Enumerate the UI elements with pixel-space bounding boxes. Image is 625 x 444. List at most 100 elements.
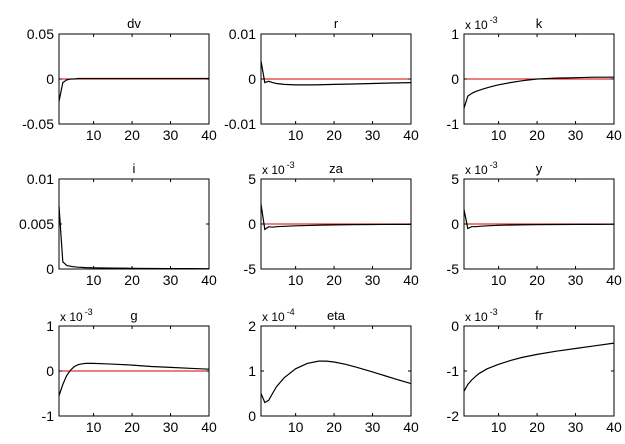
response-line — [260, 360, 412, 404]
x-tick-label: 30 — [365, 127, 381, 143]
subplot-g: g x 10 -3 10 20 30 40 -1 0 1 — [42, 307, 217, 435]
response-line — [58, 205, 210, 270]
y-tick-label: -1 — [447, 363, 460, 379]
x-tick-label: 30 — [568, 272, 584, 288]
axes-frame — [58, 178, 210, 270]
y-tick-label: 0 — [248, 408, 256, 424]
x-tick-label: 10 — [491, 419, 507, 435]
exponent-power: -3 — [490, 15, 498, 25]
subplot-y: y x 10 -3 10 20 30 40 -5 0 5 — [447, 160, 622, 288]
exponent-label: x 10 -4 — [262, 307, 295, 324]
exponent-power: -3 — [490, 160, 498, 170]
subplot-title: dv — [127, 16, 141, 31]
exponent-power: -3 — [490, 307, 498, 317]
x-tick-label: 10 — [86, 419, 102, 435]
x-tick-label: 40 — [403, 272, 419, 288]
y-tick-label: 1 — [248, 363, 256, 379]
exponent-base: x 10 — [262, 163, 285, 177]
x-tick-label: 20 — [124, 272, 140, 288]
response-line — [58, 362, 210, 396]
y-tick-label: 0 — [46, 71, 54, 87]
exponent-base: x 10 — [60, 310, 83, 324]
response-line — [260, 204, 411, 231]
subplot-title: eta — [327, 308, 346, 323]
response-line — [260, 60, 412, 86]
x-tick-label: 20 — [124, 127, 140, 143]
y-tick-label: 0 — [46, 363, 54, 379]
x-tick-label: 40 — [403, 127, 419, 143]
subplot-i: i 10 20 30 40 0 0.005 0.01 — [19, 161, 217, 288]
subplot-eta: eta x 10 -4 10 20 30 40 0 1 2 — [248, 307, 419, 435]
x-tick-label: 30 — [568, 127, 584, 143]
subplot-za: za x 10 -3 10 20 30 40 -5 0 5 — [244, 160, 419, 288]
exponent-label: x 10 -3 — [465, 307, 498, 324]
response-line — [463, 76, 614, 109]
x-tick-label: 30 — [163, 272, 179, 288]
subplot-title: y — [536, 161, 543, 176]
y-tick-label: 0 — [451, 216, 459, 232]
x-tick-label: 20 — [326, 419, 342, 435]
response-line — [58, 77, 209, 102]
y-tick-label: 2 — [248, 318, 256, 334]
x-tick-label: 30 — [163, 419, 179, 435]
y-tick-label: -2 — [447, 408, 460, 424]
y-tick-label: -0.05 — [22, 116, 54, 132]
x-tick-label: 20 — [529, 127, 545, 143]
subplot-dv: dv 10 20 30 40 -0.05 0 0.05 — [22, 16, 217, 143]
y-tick-label: 0.01 — [229, 26, 256, 42]
x-tick-label: 10 — [491, 127, 507, 143]
y-tick-label: 5 — [451, 171, 459, 187]
subplot-title: k — [536, 16, 543, 31]
subplot-fr: fr x 10 -3 10 20 30 40 -2 -1 0 — [447, 307, 622, 435]
y-tick-label: 0 — [248, 71, 256, 87]
exponent-label: x 10 -3 — [465, 15, 498, 32]
x-tick-label: 20 — [529, 272, 545, 288]
x-tick-label: 10 — [288, 419, 304, 435]
x-tick-label: 20 — [326, 127, 342, 143]
y-tick-label: -0.01 — [224, 116, 256, 132]
x-tick-label: 10 — [491, 272, 507, 288]
y-tick-label: -5 — [447, 261, 460, 277]
y-tick-label: -5 — [244, 261, 257, 277]
subplot-title: g — [130, 308, 137, 323]
x-tick-label: 20 — [529, 419, 545, 435]
y-tick-label: -1 — [447, 116, 460, 132]
exponent-base: x 10 — [465, 310, 488, 324]
y-tick-label: 0 — [46, 261, 54, 277]
x-tick-label: 40 — [403, 419, 419, 435]
exponent-power: -3 — [85, 307, 93, 317]
exponent-label: x 10 -3 — [262, 160, 295, 177]
exponent-base: x 10 — [262, 310, 285, 324]
x-tick-label: 10 — [288, 272, 304, 288]
x-tick-label: 10 — [86, 272, 102, 288]
x-tick-label: 30 — [568, 419, 584, 435]
exponent-power: -3 — [287, 160, 295, 170]
y-tick-label: 0 — [451, 71, 459, 87]
exponent-label: x 10 -3 — [60, 307, 93, 324]
y-tick-label: 1 — [451, 26, 459, 42]
y-tick-label: 0.05 — [27, 26, 54, 42]
response-line — [463, 342, 615, 392]
x-tick-label: 20 — [326, 272, 342, 288]
exponent-base: x 10 — [465, 163, 488, 177]
x-tick-label: 30 — [365, 272, 381, 288]
x-tick-label: 30 — [163, 127, 179, 143]
subplot-title: za — [329, 161, 344, 176]
exponent-base: x 10 — [465, 18, 488, 32]
x-tick-label: 40 — [606, 127, 622, 143]
axes-frame — [463, 325, 615, 417]
y-tick-label: 0.005 — [19, 216, 54, 232]
subplot-title: r — [334, 16, 339, 31]
x-tick-label: 40 — [201, 127, 217, 143]
y-tick-label: 5 — [248, 171, 256, 187]
exponent-label: x 10 -3 — [465, 160, 498, 177]
exponent-power: -4 — [287, 307, 295, 317]
y-tick-label: 0 — [248, 216, 256, 232]
x-tick-label: 10 — [288, 127, 304, 143]
axes-frame — [260, 325, 412, 417]
x-tick-label: 30 — [365, 419, 381, 435]
subplot-k: k x 10 -3 10 20 30 40 -1 0 1 — [447, 15, 622, 143]
subplot-title: fr — [535, 308, 544, 323]
x-tick-label: 40 — [606, 419, 622, 435]
